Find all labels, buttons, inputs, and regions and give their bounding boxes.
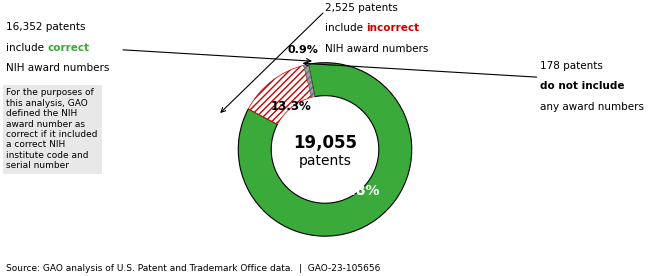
Wedge shape <box>239 63 411 236</box>
Text: correct: correct <box>47 43 90 53</box>
Text: Source: GAO analysis of U.S. Patent and Trademark Office data.  |  GAO-23-105656: Source: GAO analysis of U.S. Patent and … <box>6 264 381 273</box>
Text: 19,055: 19,055 <box>293 134 357 152</box>
Wedge shape <box>304 64 315 97</box>
Text: 13.3%: 13.3% <box>271 100 311 113</box>
Text: any award numbers: any award numbers <box>540 102 644 112</box>
Text: 2,525 patents: 2,525 patents <box>325 3 398 13</box>
Text: incorrect: incorrect <box>366 23 419 33</box>
Text: do not include: do not include <box>540 81 624 91</box>
Text: 178 patents: 178 patents <box>540 61 603 71</box>
Text: 0.9%: 0.9% <box>287 44 318 55</box>
Wedge shape <box>248 65 312 124</box>
Text: 85.8%: 85.8% <box>332 184 380 198</box>
Text: NIH award numbers: NIH award numbers <box>325 44 428 54</box>
Text: 16,352 patents: 16,352 patents <box>6 22 86 32</box>
Text: patents: patents <box>298 154 352 168</box>
Text: NIH award numbers: NIH award numbers <box>6 63 110 73</box>
Text: For the purposes of
this analysis, GAO
defined the NIH
award number as
correct i: For the purposes of this analysis, GAO d… <box>6 88 98 170</box>
Text: include: include <box>325 23 366 33</box>
Text: include: include <box>6 43 47 53</box>
